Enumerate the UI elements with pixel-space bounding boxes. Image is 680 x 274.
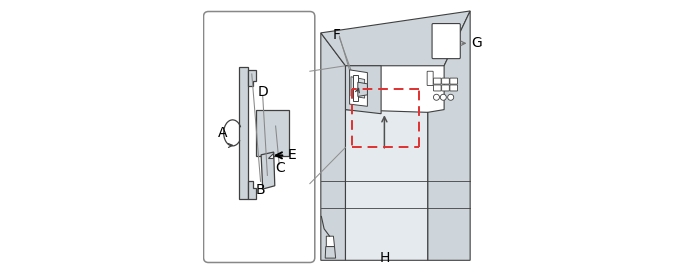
FancyBboxPatch shape	[433, 85, 441, 91]
Polygon shape	[239, 67, 248, 199]
Polygon shape	[326, 236, 335, 247]
FancyBboxPatch shape	[203, 12, 315, 262]
Polygon shape	[268, 153, 273, 158]
Text: C: C	[275, 161, 285, 175]
Text: A: A	[218, 126, 227, 140]
Polygon shape	[351, 77, 364, 98]
Circle shape	[433, 94, 439, 100]
FancyBboxPatch shape	[433, 78, 441, 84]
Polygon shape	[261, 152, 275, 189]
Circle shape	[440, 94, 446, 100]
FancyBboxPatch shape	[450, 85, 458, 91]
Polygon shape	[325, 247, 336, 258]
Polygon shape	[358, 82, 367, 96]
Text: D: D	[257, 84, 268, 99]
Text: H: H	[379, 251, 390, 265]
Circle shape	[447, 94, 454, 100]
Polygon shape	[321, 11, 470, 66]
FancyBboxPatch shape	[427, 71, 433, 85]
Polygon shape	[248, 70, 256, 86]
Text: E: E	[288, 148, 296, 162]
Polygon shape	[345, 110, 428, 260]
FancyBboxPatch shape	[441, 85, 449, 91]
FancyBboxPatch shape	[450, 78, 458, 84]
Polygon shape	[353, 75, 358, 101]
Polygon shape	[345, 66, 381, 114]
FancyBboxPatch shape	[432, 24, 460, 59]
Text: G: G	[471, 36, 482, 50]
Polygon shape	[321, 11, 470, 260]
Polygon shape	[248, 181, 256, 199]
FancyBboxPatch shape	[441, 78, 449, 84]
Polygon shape	[321, 33, 345, 260]
Polygon shape	[256, 110, 289, 156]
Text: F: F	[333, 28, 341, 42]
Text: B: B	[256, 182, 265, 197]
Polygon shape	[428, 11, 470, 260]
Polygon shape	[350, 70, 367, 106]
